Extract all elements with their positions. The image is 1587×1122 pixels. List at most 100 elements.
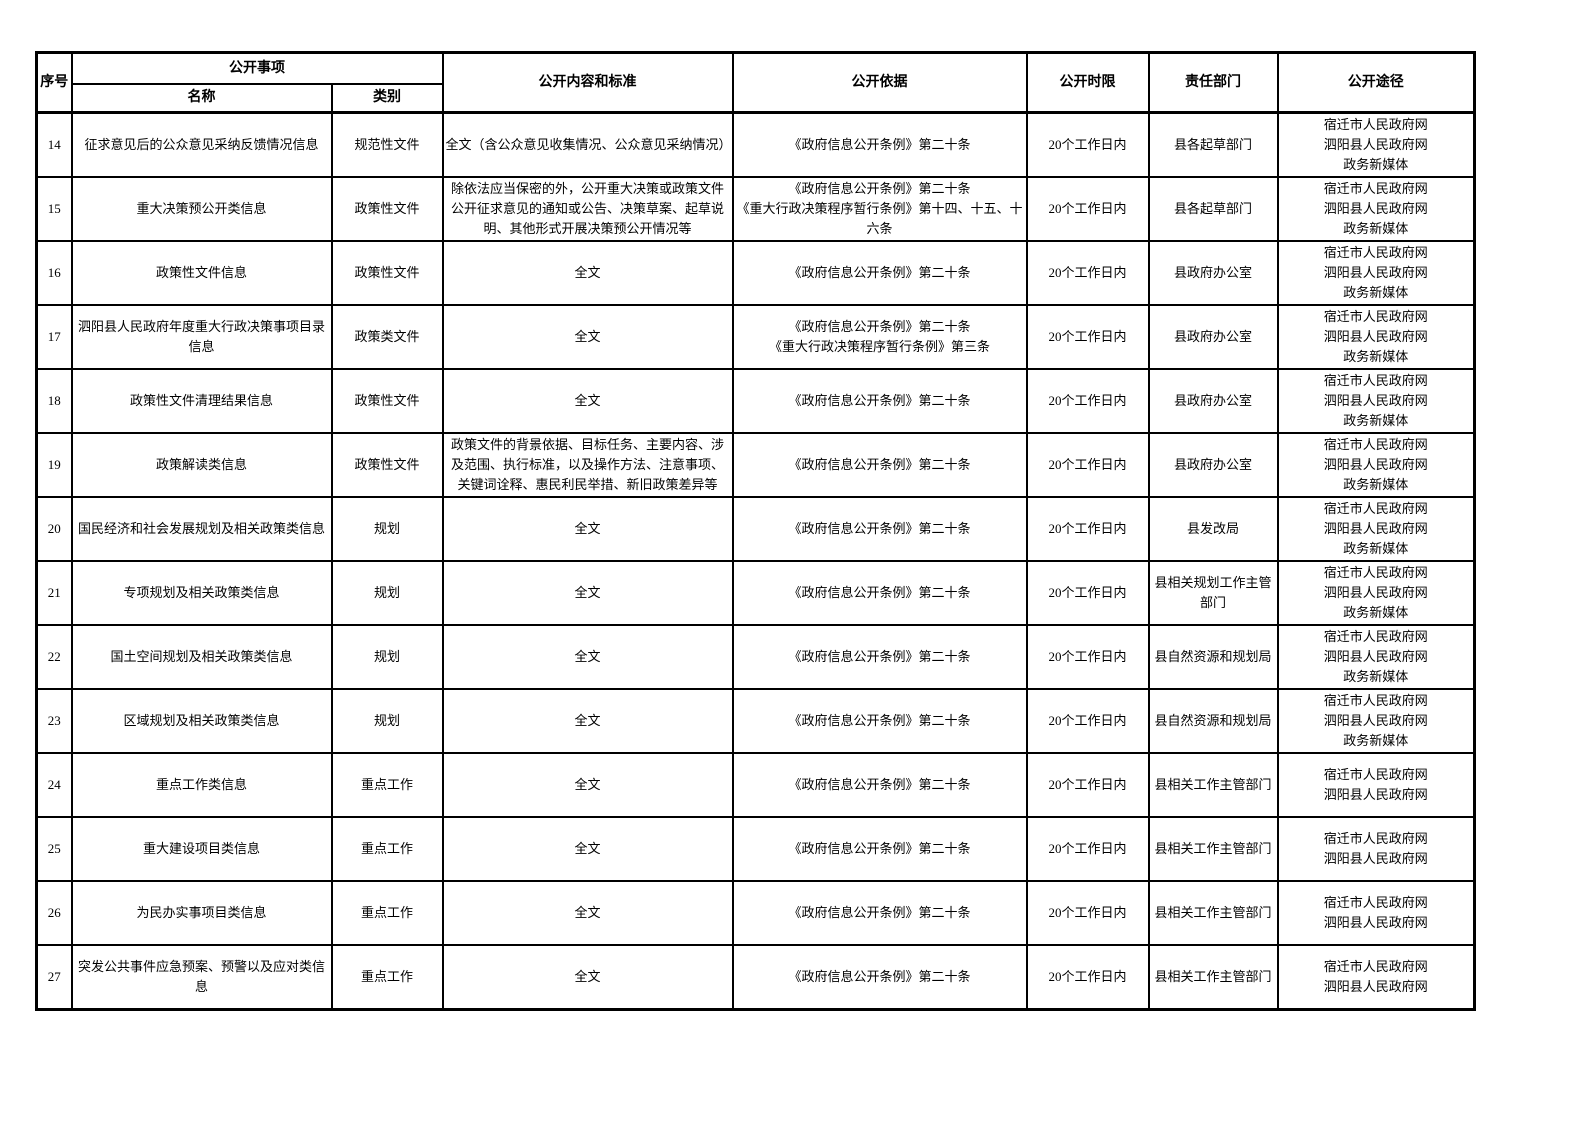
time-limit-cell: 20个工作日内 — [1025, 240, 1150, 306]
table-body: 14 征求意见后的公众意见采纳反馈情况信息 规范性文件 全文（含公众意见收集情况… — [35, 111, 1476, 1011]
item-name-cell: 重大决策预公开类信息 — [70, 176, 333, 242]
item-name-cell: 政策解读类信息 — [70, 432, 333, 498]
row-number-cell: 19 — [35, 432, 73, 498]
item-category-cell: 规划 — [330, 496, 444, 562]
responsible-dept-cell: 县相关规划工作主管部门 — [1147, 560, 1279, 626]
responsible-dept-cell: 县自然资源和规划局 — [1147, 688, 1279, 754]
responsible-dept-cell: 县相关工作主管部门 — [1147, 944, 1279, 1011]
row-number-cell: 17 — [35, 304, 73, 370]
basis-cell: 《政府信息公开条例》第二十条 《重大行政决策程序暂行条例》第十四、十五、十六条 — [731, 176, 1028, 242]
responsible-dept-cell: 县政府办公室 — [1147, 240, 1279, 306]
table-row: 18 政策性文件清理结果信息 政策性文件 全文 《政府信息公开条例》第二十条 2… — [35, 368, 1476, 434]
item-name-cell: 政策性文件清理结果信息 — [70, 368, 333, 434]
basis-cell: 《政府信息公开条例》第二十条 《重大行政决策程序暂行条例》第三条 — [731, 304, 1028, 370]
item-category-cell: 规划 — [330, 688, 444, 754]
table-header: 序号 公开事项 公开内容和标准 公开依据 公开时限 责任部门 公开途径 名称 类… — [35, 51, 1476, 114]
row-number-cell: 23 — [35, 688, 73, 754]
responsible-dept-cell: 县各起草部门 — [1147, 176, 1279, 242]
responsible-dept-cell: 县相关工作主管部门 — [1147, 752, 1279, 818]
time-limit-cell: 20个工作日内 — [1025, 752, 1150, 818]
item-category-cell: 规划 — [330, 624, 444, 690]
basis-cell: 《政府信息公开条例》第二十条 — [731, 752, 1028, 818]
item-category-cell: 重点工作 — [330, 880, 444, 946]
content-standard-cell: 全文 — [441, 304, 734, 370]
header-basis: 公开依据 — [731, 51, 1028, 114]
channel-cell: 宿迁市人民政府网 泗阳县人民政府网 — [1276, 752, 1476, 818]
table-row: 14 征求意见后的公众意见采纳反馈情况信息 规范性文件 全文（含公众意见收集情况… — [35, 111, 1476, 178]
channel-cell: 宿迁市人民政府网 泗阳县人民政府网 政务新媒体 — [1276, 304, 1476, 370]
channel-cell: 宿迁市人民政府网 泗阳县人民政府网 — [1276, 944, 1476, 1011]
basis-cell: 《政府信息公开条例》第二十条 — [731, 944, 1028, 1011]
content-standard-cell: 全文（含公众意见收集情况、公众意见采纳情况） — [441, 111, 734, 178]
responsible-dept-cell: 县政府办公室 — [1147, 432, 1279, 498]
row-number-cell: 15 — [35, 176, 73, 242]
item-name-cell: 征求意见后的公众意见采纳反馈情况信息 — [70, 111, 333, 178]
table-row: 26 为民办实事项目类信息 重点工作 全文 《政府信息公开条例》第二十条 20个… — [35, 880, 1476, 946]
content-standard-cell: 全文 — [441, 816, 734, 882]
item-category-cell: 政策性文件 — [330, 432, 444, 498]
row-number-cell: 26 — [35, 880, 73, 946]
row-number-cell: 20 — [35, 496, 73, 562]
content-standard-cell: 全文 — [441, 368, 734, 434]
header-row-top: 序号 公开事项 公开内容和标准 公开依据 公开时限 责任部门 公开途径 — [35, 51, 1476, 114]
header-name: 名称 — [70, 83, 333, 114]
basis-cell: 《政府信息公开条例》第二十条 — [731, 368, 1028, 434]
item-category-cell: 规划 — [330, 560, 444, 626]
basis-cell: 《政府信息公开条例》第二十条 — [731, 624, 1028, 690]
channel-cell: 宿迁市人民政府网 泗阳县人民政府网 政务新媒体 — [1276, 240, 1476, 306]
table-row: 17 泗阳县人民政府年度重大行政决策事项目录信息 政策类文件 全文 《政府信息公… — [35, 304, 1476, 370]
channel-cell: 宿迁市人民政府网 泗阳县人民政府网 政务新媒体 — [1276, 368, 1476, 434]
time-limit-cell: 20个工作日内 — [1025, 111, 1150, 178]
responsible-dept-cell: 县发改局 — [1147, 496, 1279, 562]
table-row: 23 区域规划及相关政策类信息 规划 全文 《政府信息公开条例》第二十条 20个… — [35, 688, 1476, 754]
table-row: 27 突发公共事件应急预案、预警以及应对类信息 重点工作 全文 《政府信息公开条… — [35, 944, 1476, 1011]
item-name-cell: 区域规划及相关政策类信息 — [70, 688, 333, 754]
time-limit-cell: 20个工作日内 — [1025, 496, 1150, 562]
time-limit-cell: 20个工作日内 — [1025, 304, 1150, 370]
channel-cell: 宿迁市人民政府网 泗阳县人民政府网 政务新媒体 — [1276, 688, 1476, 754]
row-number-cell: 18 — [35, 368, 73, 434]
header-category: 类别 — [330, 83, 444, 114]
channel-cell: 宿迁市人民政府网 泗阳县人民政府网 — [1276, 880, 1476, 946]
time-limit-cell: 20个工作日内 — [1025, 816, 1150, 882]
basis-cell: 《政府信息公开条例》第二十条 — [731, 496, 1028, 562]
responsible-dept-cell: 县相关工作主管部门 — [1147, 880, 1279, 946]
item-name-cell: 政策性文件信息 — [70, 240, 333, 306]
header-index: 序号 — [35, 51, 73, 114]
basis-cell: 《政府信息公开条例》第二十条 — [731, 111, 1028, 178]
header-dept: 责任部门 — [1147, 51, 1279, 114]
item-name-cell: 突发公共事件应急预案、预警以及应对类信息 — [70, 944, 333, 1011]
responsible-dept-cell: 县自然资源和规划局 — [1147, 624, 1279, 690]
table-row: 20 国民经济和社会发展规划及相关政策类信息 规划 全文 《政府信息公开条例》第… — [35, 496, 1476, 562]
content-standard-cell: 政策文件的背景依据、目标任务、主要内容、涉及范围、执行标准，以及操作方法、注意事… — [441, 432, 734, 498]
row-number-cell: 25 — [35, 816, 73, 882]
item-category-cell: 政策性文件 — [330, 176, 444, 242]
item-name-cell: 泗阳县人民政府年度重大行政决策事项目录信息 — [70, 304, 333, 370]
item-category-cell: 重点工作 — [330, 816, 444, 882]
channel-cell: 宿迁市人民政府网 泗阳县人民政府网 政务新媒体 — [1276, 176, 1476, 242]
table-row: 21 专项规划及相关政策类信息 规划 全文 《政府信息公开条例》第二十条 20个… — [35, 560, 1476, 626]
table-row: 24 重点工作类信息 重点工作 全文 《政府信息公开条例》第二十条 20个工作日… — [35, 752, 1476, 818]
content-standard-cell: 全文 — [441, 688, 734, 754]
disclosure-table: 序号 公开事项 公开内容和标准 公开依据 公开时限 责任部门 公开途径 名称 类… — [35, 51, 1476, 1011]
header-row-sub: 名称 类别 — [37, 83, 1475, 114]
item-name-cell: 为民办实事项目类信息 — [70, 880, 333, 946]
content-standard-cell: 全文 — [441, 240, 734, 306]
header-channel: 公开途径 — [1276, 51, 1476, 114]
content-standard-cell: 除依法应当保密的外，公开重大决策或政策文件公开征求意见的通知或公告、决策草案、起… — [441, 176, 734, 242]
item-name-cell: 重点工作类信息 — [70, 752, 333, 818]
item-category-cell: 政策性文件 — [330, 368, 444, 434]
row-number-cell: 21 — [35, 560, 73, 626]
row-number-cell: 16 — [35, 240, 73, 306]
content-standard-cell: 全文 — [441, 560, 734, 626]
table-row: 15 重大决策预公开类信息 政策性文件 除依法应当保密的外，公开重大决策或政策文… — [35, 176, 1476, 242]
basis-cell: 《政府信息公开条例》第二十条 — [731, 688, 1028, 754]
time-limit-cell: 20个工作日内 — [1025, 176, 1150, 242]
row-number-cell: 24 — [35, 752, 73, 818]
item-category-cell: 规范性文件 — [330, 111, 444, 178]
time-limit-cell: 20个工作日内 — [1025, 624, 1150, 690]
basis-cell: 《政府信息公开条例》第二十条 — [731, 816, 1028, 882]
row-number-cell: 14 — [35, 111, 73, 178]
header-time: 公开时限 — [1025, 51, 1150, 114]
